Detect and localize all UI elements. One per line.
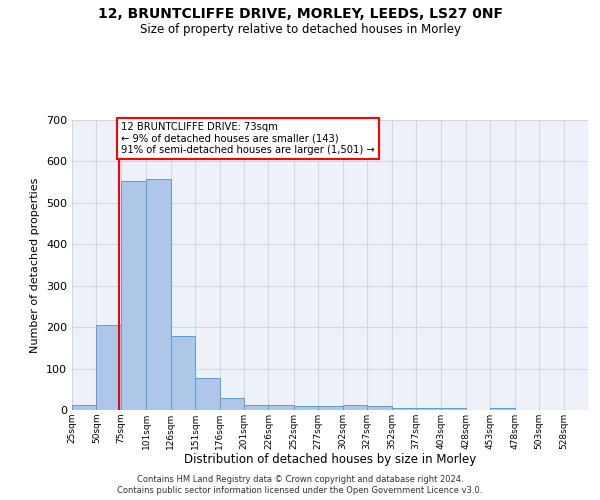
Bar bbox=[343, 406, 367, 410]
Bar bbox=[416, 408, 442, 410]
Bar bbox=[268, 406, 294, 410]
Bar bbox=[195, 378, 220, 410]
Bar bbox=[294, 406, 318, 410]
Bar bbox=[97, 325, 121, 410]
Bar bbox=[220, 398, 244, 410]
Bar bbox=[392, 408, 416, 410]
Text: Size of property relative to detached houses in Morley: Size of property relative to detached ho… bbox=[139, 22, 461, 36]
Bar bbox=[318, 406, 343, 410]
Bar bbox=[72, 405, 97, 410]
Text: Contains public sector information licensed under the Open Government Licence v3: Contains public sector information licen… bbox=[118, 486, 482, 495]
Text: Distribution of detached houses by size in Morley: Distribution of detached houses by size … bbox=[184, 452, 476, 466]
Bar bbox=[367, 406, 392, 410]
Bar bbox=[146, 179, 171, 410]
Y-axis label: Number of detached properties: Number of detached properties bbox=[31, 178, 40, 352]
Bar bbox=[490, 408, 515, 410]
Bar bbox=[244, 405, 268, 410]
Text: 12 BRUNTCLIFFE DRIVE: 73sqm
← 9% of detached houses are smaller (143)
91% of sem: 12 BRUNTCLIFFE DRIVE: 73sqm ← 9% of deta… bbox=[121, 122, 374, 156]
Bar bbox=[121, 182, 146, 410]
Bar bbox=[171, 336, 195, 410]
Bar bbox=[442, 408, 466, 410]
Text: 12, BRUNTCLIFFE DRIVE, MORLEY, LEEDS, LS27 0NF: 12, BRUNTCLIFFE DRIVE, MORLEY, LEEDS, LS… bbox=[97, 8, 503, 22]
Text: Contains HM Land Registry data © Crown copyright and database right 2024.: Contains HM Land Registry data © Crown c… bbox=[137, 475, 463, 484]
